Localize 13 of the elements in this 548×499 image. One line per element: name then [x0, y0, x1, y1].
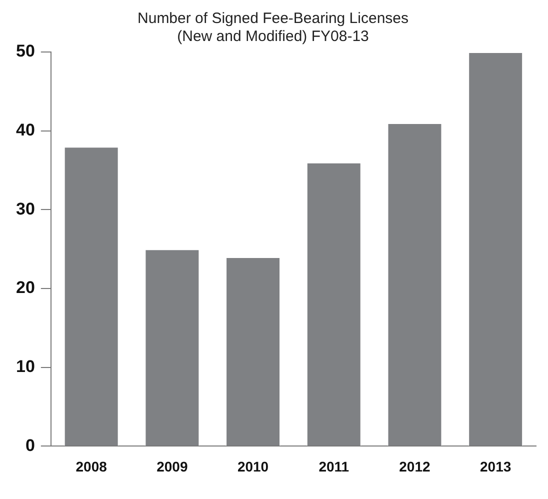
x-tick-label: 2013: [480, 458, 512, 474]
y-tick-label: 30: [16, 199, 35, 218]
x-tick-label: 2009: [156, 458, 188, 474]
y-tick-label: 10: [16, 357, 35, 376]
y-tick-label: 50: [16, 42, 35, 61]
y-tick-label: 20: [16, 278, 35, 298]
chart-title: Number of Signed Fee-Bearing Licenses (New and Modified) FY08-13: [138, 10, 408, 46]
x-tick-label: 2010: [237, 458, 269, 474]
x-tick-label: 2011: [318, 458, 350, 474]
x-tick-label: 2008: [76, 458, 108, 474]
x-tick-label: 2012: [399, 458, 431, 474]
y-tick-label: 0: [25, 436, 35, 455]
y-tick-label: 40: [16, 120, 35, 140]
